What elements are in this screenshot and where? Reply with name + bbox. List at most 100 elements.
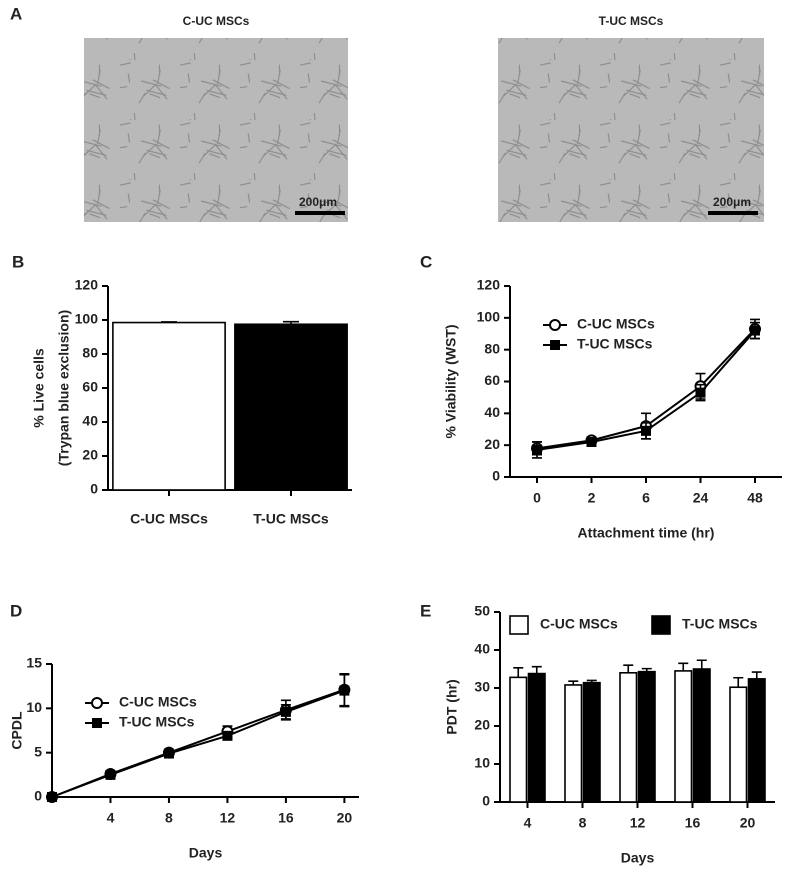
y-axis-label: PDT (hr) [444, 679, 460, 734]
y-tick-label: 0 [482, 793, 490, 809]
panel-label: A [10, 4, 22, 23]
panel-label: D [10, 601, 22, 620]
error-bar [623, 664, 634, 673]
marker [47, 792, 57, 802]
x-tick-label: 8 [165, 810, 173, 826]
bar [564, 684, 583, 803]
x-tick-label: 8 [579, 815, 587, 831]
y-tick-label: 100 [477, 309, 501, 325]
legend-label: C-UC MSCs [577, 316, 655, 332]
bar [692, 668, 711, 803]
legend-label: T-UC MSCs [682, 616, 758, 632]
y-axis-label: CPDL [9, 711, 25, 750]
marker [339, 685, 350, 696]
y-axis-label: (Trypan blue exclusion) [56, 310, 72, 466]
y-axis-label: % Viability (WST) [443, 324, 459, 438]
panel-label: C [420, 252, 432, 271]
legend-label: T-UC MSCs [577, 336, 653, 352]
x-tick-label: 12 [220, 810, 236, 826]
error-bar [513, 667, 524, 678]
x-tick-label: 4 [107, 810, 115, 826]
legend-marker [91, 697, 103, 709]
x-tick-label: 20 [337, 810, 353, 826]
error-bar [751, 671, 762, 679]
bar [112, 321, 226, 491]
legend-marker [550, 340, 560, 350]
y-tick-label: 0 [34, 788, 42, 804]
bar [674, 670, 693, 803]
bar [234, 323, 348, 491]
y-tick-label: 120 [477, 277, 501, 293]
x-axis-label: Days [189, 845, 223, 861]
x-tick-label: 24 [693, 490, 709, 506]
y-tick-label: 0 [492, 468, 500, 484]
y-tick-label: 40 [484, 404, 500, 420]
image-title: T-UC MSCs [599, 14, 664, 28]
legend-swatch [651, 615, 671, 635]
marker [641, 425, 651, 436]
bar [747, 678, 766, 803]
y-tick-label: 80 [484, 340, 500, 356]
x-tick-label: 12 [630, 815, 646, 831]
x-tick-label: 16 [685, 815, 701, 831]
y-tick-label: 0 [90, 481, 98, 497]
x-tick-label: 0 [533, 490, 541, 506]
y-tick-label: 30 [474, 679, 490, 695]
bar [527, 672, 546, 803]
micrograph [498, 38, 764, 222]
scale-bar-label: 200μm [713, 195, 751, 209]
x-tick-label: 2 [588, 490, 596, 506]
marker [163, 748, 174, 759]
y-axis-label: % Live cells [31, 348, 47, 428]
panel-label: B [12, 252, 24, 271]
y-tick-label: 80 [82, 345, 98, 361]
x-tick-label: T-UC MSCs [253, 511, 329, 527]
x-tick-label: 4 [524, 815, 532, 831]
scale-bar-label: 200μm [299, 195, 337, 209]
x-tick-label: 6 [642, 490, 650, 506]
x-tick-label: C-UC MSCs [130, 511, 208, 527]
bar [729, 686, 748, 803]
panel-label: E [420, 601, 431, 620]
y-tick-label: 20 [484, 436, 500, 452]
line [51, 689, 345, 798]
y-tick-label: 5 [34, 743, 42, 759]
x-axis-label: Days [621, 850, 655, 866]
error-bar [733, 676, 744, 688]
y-tick-label: 10 [474, 755, 490, 771]
error-bar [678, 662, 689, 671]
legend-label: T-UC MSCs [119, 714, 195, 730]
marker [695, 387, 706, 398]
marker [105, 769, 116, 780]
marker [280, 706, 291, 717]
bar [509, 676, 528, 803]
y-tick-label: 40 [474, 641, 490, 657]
legend-label: C-UC MSCs [540, 616, 618, 632]
y-tick-label: 120 [75, 277, 99, 293]
marker [586, 436, 597, 447]
image-title: C-UC MSCs [183, 14, 250, 28]
micrograph [84, 38, 348, 222]
legend-label: C-UC MSCs [119, 694, 197, 710]
marker [222, 730, 233, 741]
x-tick-label: 16 [278, 810, 294, 826]
x-tick-label: 20 [740, 815, 756, 831]
y-tick-label: 20 [474, 717, 490, 733]
bar [619, 671, 638, 803]
y-tick-label: 15 [26, 655, 42, 671]
y-tick-label: 10 [26, 699, 42, 715]
y-tick-label: 100 [75, 311, 99, 327]
legend-marker [92, 718, 102, 728]
error-bar [531, 665, 542, 674]
y-tick-label: 60 [484, 372, 500, 388]
x-tick-label: 48 [747, 490, 763, 506]
x-axis-label: Attachment time (hr) [578, 525, 715, 541]
y-tick-label: 40 [82, 413, 98, 429]
marker [532, 444, 542, 455]
y-tick-label: 20 [82, 447, 98, 463]
bar [637, 670, 656, 803]
y-tick-label: 60 [82, 379, 98, 395]
marker [750, 325, 760, 336]
y-tick-label: 50 [474, 603, 490, 619]
